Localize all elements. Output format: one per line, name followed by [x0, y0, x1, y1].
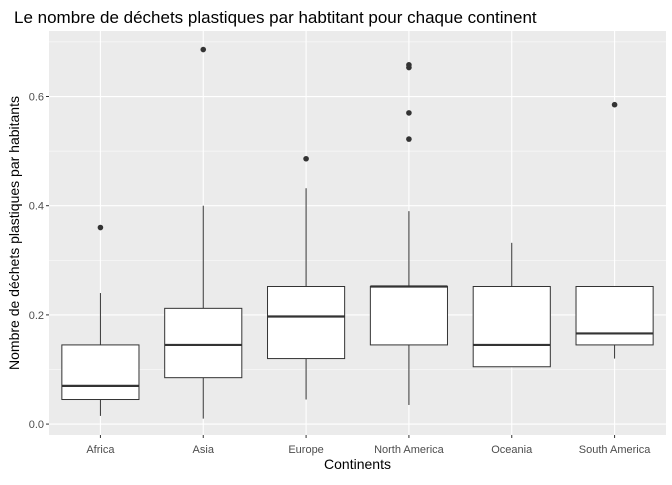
- grid-lines: [49, 31, 666, 435]
- outlier-point: [406, 110, 412, 116]
- plot-panel: [49, 31, 666, 435]
- box-iqr: [164, 307, 243, 379]
- y-tick-label: 0.2: [29, 310, 44, 322]
- outlier-point: [406, 136, 412, 142]
- box-africa: [61, 224, 140, 416]
- chart-title: Le nombre de déchets plastiques par habt…: [14, 8, 537, 27]
- x-tick-label: Africa: [86, 444, 115, 456]
- boxplot-series: [61, 46, 654, 419]
- x-tick-label: Oceania: [491, 444, 533, 456]
- box-iqr: [472, 286, 551, 368]
- x-tick-label: Asia: [193, 444, 215, 456]
- box-iqr: [575, 286, 654, 346]
- x-axis: Africa Asia Europe North America Oceania Sout…: [86, 435, 651, 456]
- box-north-america: [369, 62, 448, 405]
- y-axis-title: Nombre de déchets plastiques par habitan…: [6, 96, 22, 370]
- y-tick-label: 0.0: [29, 419, 44, 431]
- box-iqr: [267, 286, 346, 360]
- outlier-point: [303, 155, 309, 162]
- box-asia: [164, 46, 243, 419]
- outlier-point: [97, 224, 104, 231]
- x-tick-label: South America: [579, 444, 651, 456]
- box-europe: [267, 155, 346, 400]
- x-tick-label: North America: [374, 444, 445, 456]
- y-axis: 0.0 0.2 0.4 0.6: [29, 92, 49, 431]
- box-south-america: [575, 101, 654, 359]
- x-axis-title: Continents: [324, 456, 391, 472]
- box-iqr: [61, 344, 140, 401]
- outlier-point: [611, 101, 618, 108]
- y-tick-label: 0.4: [29, 201, 44, 213]
- box-oceania: [472, 242, 551, 368]
- outlier-point: [200, 46, 207, 53]
- y-tick-label: 0.6: [29, 92, 44, 104]
- box-iqr: [369, 286, 448, 346]
- outlier-point: [406, 62, 412, 68]
- x-tick-label: Europe: [288, 444, 323, 456]
